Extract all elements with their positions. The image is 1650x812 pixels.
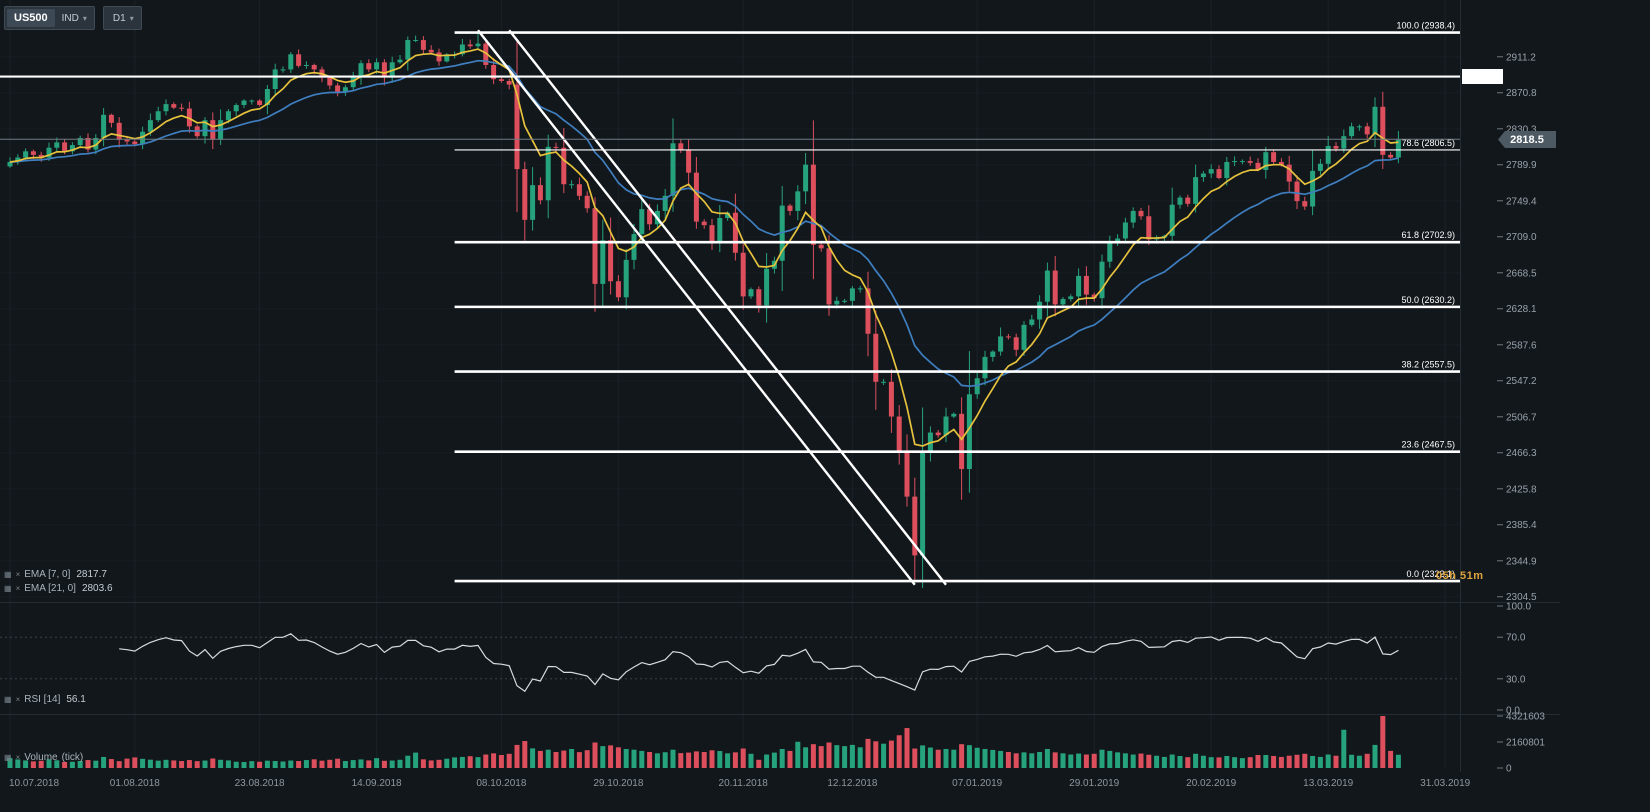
svg-text:2506.7: 2506.7 <box>1506 412 1537 423</box>
indicator-close-icon[interactable]: × <box>15 694 21 704</box>
svg-text:2344.9: 2344.9 <box>1506 556 1537 567</box>
svg-text:70.0: 70.0 <box>1506 633 1526 644</box>
ema-lines <box>9 48 1399 447</box>
chevron-down-icon[interactable]: ▾ <box>129 13 134 23</box>
fibonacci-retracement[interactable]: 100.0 (2938.4) 78.6 (2806.5) 61.8 (2702.9)… <box>454 21 1460 583</box>
ema-7-legend: ▦ × EMA [7, 0] 2817.7 <box>4 569 107 580</box>
svg-text:2789.9: 2789.9 <box>1506 160 1537 171</box>
svg-text:14.09.2018: 14.09.2018 <box>352 778 402 789</box>
indicator-panel-icon[interactable]: ▦ <box>4 569 12 579</box>
svg-text:2385.4: 2385.4 <box>1506 520 1537 531</box>
pane-separators <box>0 0 1560 772</box>
svg-text:78.6 (2806.5): 78.6 (2806.5) <box>1401 138 1455 148</box>
chart-toolbar: US500 IND ▾ D1 ▾ <box>4 6 142 30</box>
ema-21-label: EMA [21, 0] <box>24 583 76 594</box>
svg-text:2547.2: 2547.2 <box>1506 376 1537 387</box>
svg-text:2668.5: 2668.5 <box>1506 268 1537 279</box>
svg-text:10.07.2018: 10.07.2018 <box>9 778 59 789</box>
svg-text:2628.1: 2628.1 <box>1506 304 1537 315</box>
candle-countdown: 05h 51m <box>1436 570 1484 582</box>
svg-text:61.8 (2702.9): 61.8 (2702.9) <box>1401 230 1455 240</box>
rsi-pane[interactable]: 100.0 70.0 30.0 0.0 <box>0 602 1531 717</box>
rsi-legend: ▦ × RSI [14] 56.1 <box>4 694 86 705</box>
volume-pane[interactable]: 4321603 2160801 0 <box>7 712 1546 775</box>
price-axis[interactable]: 2911.2 2870.8 2830.3 2789.9 2749.4 2709.0 2668… <box>1497 52 1537 603</box>
indicator-close-icon[interactable]: × <box>15 569 21 579</box>
indicator-close-icon[interactable]: × <box>15 752 21 762</box>
svg-text:08.10.2018: 08.10.2018 <box>476 778 526 789</box>
svg-text:13.03.2019: 13.03.2019 <box>1303 778 1353 789</box>
svg-text:2466.3: 2466.3 <box>1506 448 1537 459</box>
volume-label: Volume <box>24 752 58 763</box>
svg-text:0: 0 <box>1506 764 1512 775</box>
rsi-value: 56.1 <box>66 694 86 705</box>
svg-text:2304.5: 2304.5 <box>1506 592 1537 603</box>
ema-7-label: EMA [7, 0] <box>24 569 71 580</box>
volume-unit-label: (tick) <box>61 752 84 763</box>
svg-text:23.6 (2467.5): 23.6 (2467.5) <box>1401 440 1455 450</box>
svg-text:0.0 (2322.1): 0.0 (2322.1) <box>1406 569 1455 579</box>
svg-text:29.01.2019: 29.01.2019 <box>1069 778 1119 789</box>
symbol-chip[interactable]: US500 <box>7 9 55 27</box>
indicator-panel-icon[interactable]: ▦ <box>4 694 12 704</box>
svg-text:4321603: 4321603 <box>1506 712 1545 723</box>
svg-text:2870.8: 2870.8 <box>1506 88 1537 99</box>
ema-21-value: 2803.6 <box>81 583 113 594</box>
timeframe-chip-group: D1 ▾ <box>102 6 142 30</box>
svg-text:29.10.2018: 29.10.2018 <box>593 778 643 789</box>
candles-layer[interactable] <box>7 32 1401 588</box>
svg-text:31.03.2019: 31.03.2019 <box>1420 778 1470 789</box>
date-axis[interactable]: 10.07.2018 01.08.2018 23.08.2018 14.09.2018… <box>9 778 1471 789</box>
svg-text:20.02.2019: 20.02.2019 <box>1186 778 1236 789</box>
ema-21-legend: ▦ × EMA [21, 0] 2803.6 <box>4 583 113 594</box>
svg-text:2911.2: 2911.2 <box>1506 52 1536 63</box>
indicator-panel-icon[interactable]: ▦ <box>4 752 12 762</box>
svg-text:100.0 (2938.4): 100.0 (2938.4) <box>1396 21 1455 31</box>
svg-text:12.12.2018: 12.12.2018 <box>827 778 877 789</box>
svg-text:100.0: 100.0 <box>1506 602 1531 613</box>
rsi-label: RSI [14] <box>24 694 61 705</box>
svg-text:2425.8: 2425.8 <box>1506 484 1537 495</box>
indicator-panel-icon[interactable]: ▦ <box>4 583 12 593</box>
svg-text:2830.3: 2830.3 <box>1506 124 1537 135</box>
svg-text:2749.4: 2749.4 <box>1506 196 1537 207</box>
svg-text:0.0: 0.0 <box>1506 706 1520 717</box>
chevron-down-icon[interactable]: ▾ <box>82 13 87 23</box>
svg-text:2709.0: 2709.0 <box>1506 232 1537 243</box>
symbol-chip-group: US500 IND ▾ <box>4 6 95 30</box>
svg-text:30.0: 30.0 <box>1506 674 1526 685</box>
svg-text:38.2 (2557.5): 38.2 (2557.5) <box>1401 360 1455 370</box>
svg-text:2160801: 2160801 <box>1506 738 1545 749</box>
svg-text:01.08.2018: 01.08.2018 <box>110 778 160 789</box>
svg-text:2587.6: 2587.6 <box>1506 340 1537 351</box>
svg-text:20.11.2018: 20.11.2018 <box>719 778 769 789</box>
ema-7-value: 2817.7 <box>76 569 107 580</box>
volume-legend: ▦ × Volume (tick) <box>4 752 83 763</box>
current-price-tag[interactable]: 2818.5 <box>1498 131 1556 148</box>
indicator-close-icon[interactable]: × <box>15 583 21 593</box>
svg-text:07.01.2019: 07.01.2019 <box>952 778 1002 789</box>
horizontal-line-axis-marker[interactable] <box>1462 69 1503 84</box>
svg-text:50.0 (2630.2): 50.0 (2630.2) <box>1401 295 1455 305</box>
timeframe-dropdown[interactable]: D1 <box>112 12 126 24</box>
svg-text:23.08.2018: 23.08.2018 <box>235 778 285 789</box>
instrument-type-dropdown[interactable]: IND <box>61 12 79 24</box>
